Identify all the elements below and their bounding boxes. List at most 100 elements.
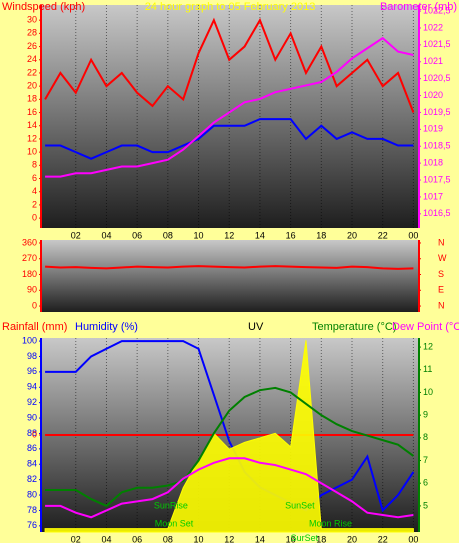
y2-tick-label: 1019,5: [423, 107, 451, 117]
x-tick-label: 06: [132, 534, 142, 543]
y-tick-label: 96: [27, 366, 37, 376]
uv-area: [44, 340, 414, 533]
y2-tick-label: 12: [423, 341, 433, 351]
x-tick-label: 04: [101, 230, 111, 240]
y2-tick-label: S: [438, 269, 444, 279]
x-tick-label: 20: [347, 534, 357, 543]
y-tick-label: 0: [32, 429, 37, 439]
y-tick-label: 12: [27, 133, 37, 143]
y2-tick-label: N: [438, 237, 445, 247]
y2-tick-label: E: [438, 285, 444, 295]
x-tick-label: 10: [194, 230, 204, 240]
y2-tick-label: 7: [423, 455, 428, 465]
y-tick-label: 90: [27, 412, 37, 422]
y-tick-label: 76: [27, 520, 37, 530]
y2-tick-label: 10: [423, 387, 433, 397]
series-line: [44, 17, 415, 113]
y-tick-label: 2: [32, 199, 37, 209]
y2-tick-label: 11: [423, 364, 432, 374]
x-tick-label: 04: [101, 534, 111, 543]
uv-label: UV: [248, 321, 264, 333]
y2-tick-label: 9: [423, 410, 428, 420]
x-tick-label: 18: [316, 534, 326, 543]
baro-axis-label: Barometer (mb): [380, 1, 457, 13]
y2-tick-label: 1017: [423, 191, 443, 201]
x-tick-label: 12: [224, 534, 234, 543]
y-tick-label: 180: [22, 269, 37, 279]
y2-tick-label: 5: [423, 500, 428, 510]
y2-tick-label: 1022,5: [423, 5, 451, 15]
annotation: SunRise: [154, 500, 188, 510]
y-tick-label: 84: [27, 459, 37, 469]
temperature-label: Temperature (°C): [312, 321, 396, 333]
annotation: Moon Rise: [309, 518, 352, 528]
y-tick-label: 22: [27, 67, 37, 77]
x-tick-label: 14: [255, 230, 265, 240]
y-tick-label: 92: [27, 397, 37, 407]
x-tick-label: 18: [316, 230, 326, 240]
y2-tick-label: 1020,5: [423, 73, 451, 83]
y2-tick-label: 1017,5: [423, 174, 451, 184]
y2-tick-label: 1018,5: [423, 141, 451, 151]
x-tick-label: 02: [71, 230, 81, 240]
y-tick-label: 20: [27, 81, 37, 91]
x-tick-label: 16: [286, 230, 296, 240]
y-tick-label: 0: [32, 300, 37, 310]
y-tick-label: 4: [32, 186, 37, 196]
x-tick-label: 16: [286, 534, 296, 543]
chart-title: 24 hour graph to 05 February 2013: [145, 1, 316, 13]
series-line: [45, 265, 414, 270]
y-tick-label: 0: [32, 212, 37, 222]
wind-axis-label: Windspeed (kph): [2, 1, 85, 13]
y2-tick-label: 1021,5: [423, 39, 451, 49]
y2-tick-label: 1020: [423, 90, 443, 100]
annotation: SunSet: [285, 500, 315, 510]
y-tick-label: 98: [27, 351, 37, 361]
y-tick-label: 100: [22, 335, 37, 345]
y-tick-label: 90: [27, 285, 37, 295]
y2-tick-label: 1019: [423, 124, 443, 134]
y-tick-label: 10: [27, 147, 37, 157]
y-tick-label: 18: [27, 94, 37, 104]
rain-label: Rainfall (mm): [2, 321, 67, 333]
series-line: [45, 118, 414, 160]
y-tick-label: 94: [27, 382, 37, 392]
x-tick-label: 00: [408, 534, 418, 543]
x-tick-label: 06: [132, 230, 142, 240]
y-tick-label: 8: [32, 160, 37, 170]
plot-area: [42, 5, 418, 228]
y2-tick-label: 1022: [423, 22, 443, 32]
y-tick-label: 28: [27, 28, 37, 38]
x-tick-label: 14: [255, 534, 265, 543]
annotation: SurSet: [291, 533, 319, 543]
y-tick-label: 24: [27, 54, 37, 64]
y-tick-label: 86: [27, 443, 37, 453]
y-tick-label: 80: [27, 489, 37, 499]
y2-tick-label: 6: [423, 478, 428, 488]
x-tick-label: 08: [163, 534, 173, 543]
x-tick-label: 02: [71, 534, 81, 543]
annotation: Moon Set: [155, 518, 194, 528]
series-line: [45, 457, 414, 519]
y-tick-label: 16: [27, 107, 37, 117]
dewpoint-label: Dew Point (°C: [392, 321, 459, 333]
humidity-label: Humidity (%): [75, 321, 138, 333]
y2-tick-label: W: [438, 253, 447, 263]
y2-tick-label: 8: [423, 432, 428, 442]
y-tick-label: 78: [27, 505, 37, 515]
x-tick-label: 22: [378, 534, 388, 543]
y-tick-label: 30: [27, 15, 37, 25]
y2-tick-label: N: [438, 300, 445, 310]
y-tick-label: 6: [32, 173, 37, 183]
x-tick-label: 08: [163, 230, 173, 240]
y-tick-label: 14: [27, 120, 37, 130]
y-tick-label: 360: [22, 237, 37, 247]
y-tick-label: 26: [27, 41, 37, 51]
x-tick-label: 12: [224, 230, 234, 240]
x-tick-label: 00: [408, 230, 418, 240]
x-tick-label: 20: [347, 230, 357, 240]
x-tick-label: 22: [378, 230, 388, 240]
y-tick-label: 88: [27, 428, 37, 438]
y2-tick-label: 1016,5: [423, 208, 451, 218]
